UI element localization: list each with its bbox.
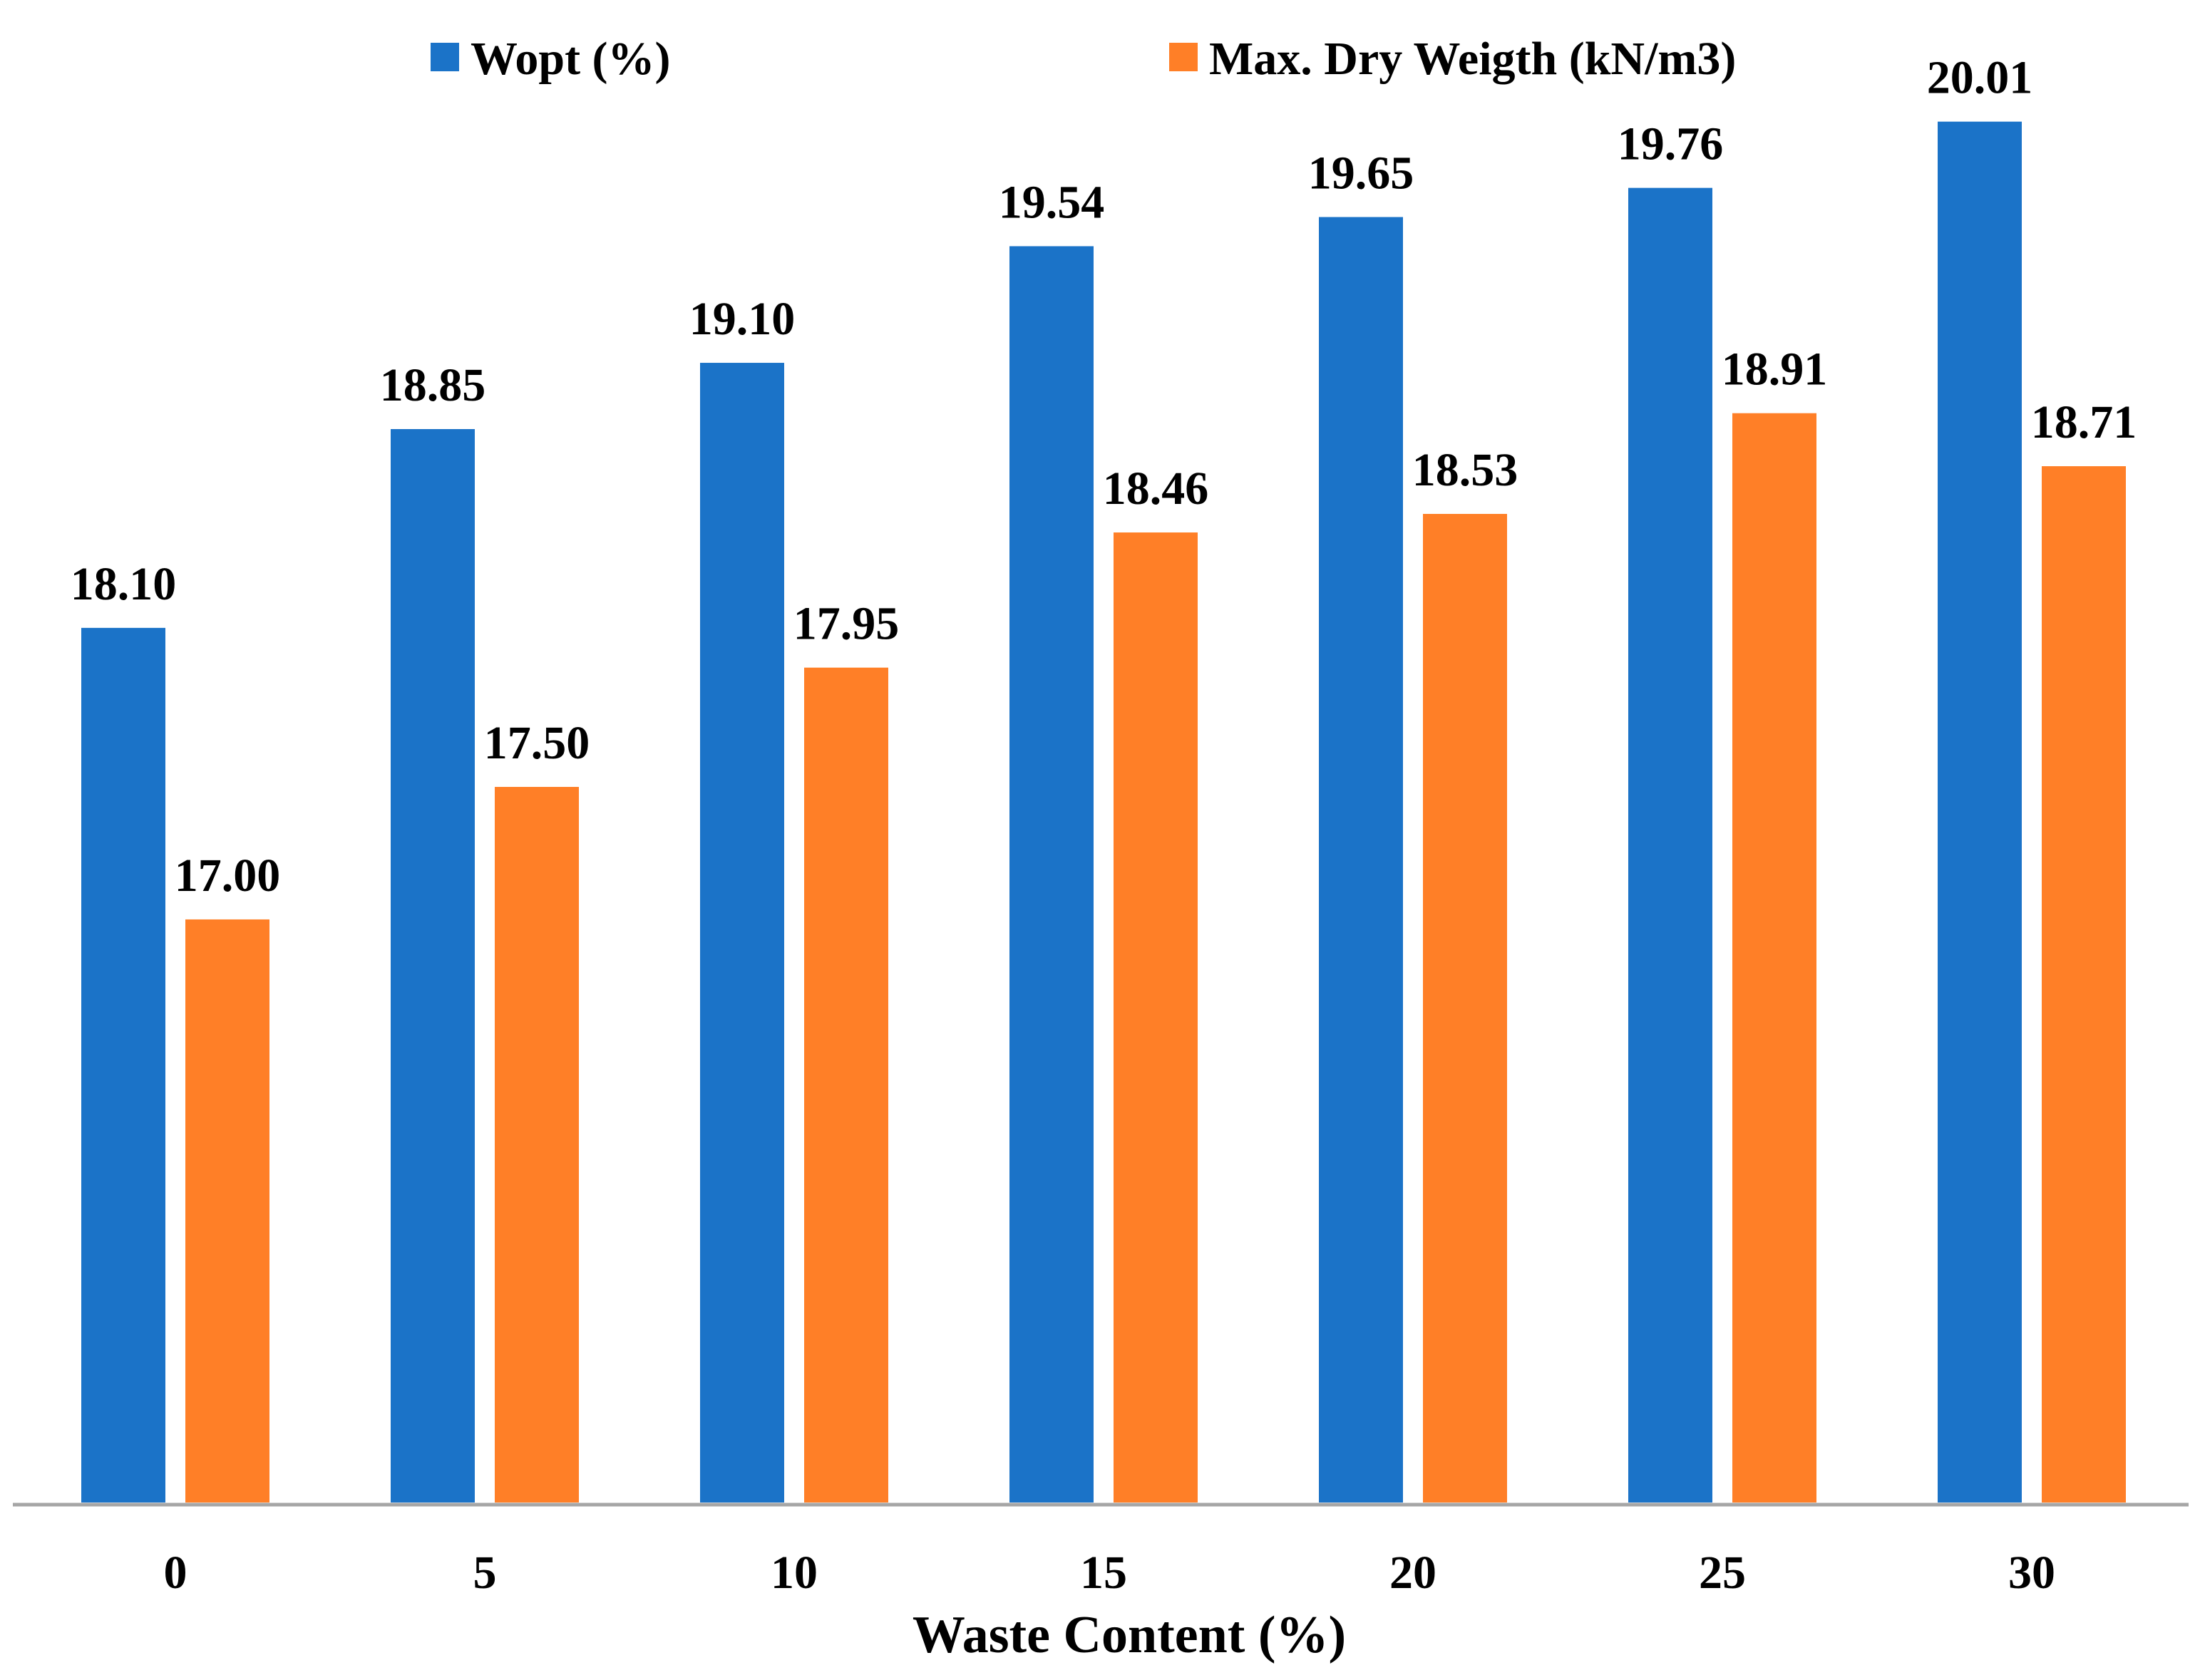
x-tick-label-25: 25 — [1699, 1547, 1746, 1599]
bar-max-dry-weigth-kn-m3-10 — [804, 667, 888, 1503]
bar-max-dry-weigth-kn-m3-25 — [1732, 413, 1816, 1503]
bar-wopt-5 — [391, 429, 475, 1503]
legend-entry-wopt: Wopt (%) — [431, 33, 671, 85]
data-label-max-dry-weigth-kn-m3-10: 17.95 — [793, 598, 900, 650]
data-label-max-dry-weigth-kn-m3-15: 18.46 — [1103, 463, 1209, 515]
bar-wopt-15 — [1009, 246, 1094, 1503]
data-label-wopt-30: 20.01 — [1927, 52, 2033, 104]
data-label-max-dry-weigth-kn-m3-25: 18.91 — [1722, 344, 1828, 396]
bar-max-dry-weigth-kn-m3-30 — [2042, 466, 2126, 1503]
data-label-max-dry-weigth-kn-m3-20: 18.53 — [1412, 444, 1518, 496]
bars-group — [81, 121, 2126, 1503]
legend-swatch-wopt — [431, 43, 459, 71]
x-tick-label-0: 0 — [164, 1547, 187, 1599]
data-labels-group: 18.10 17.00 18.85 17.50 19.10 17.95 19.54 18.46… — [71, 52, 2137, 902]
x-axis-title: Waste Content (%) — [913, 1606, 1346, 1664]
bar-max-dry-weigth-kn-m3-0 — [185, 919, 269, 1503]
x-tick-label-30: 30 — [2008, 1547, 2055, 1599]
bar-wopt-0 — [81, 627, 165, 1503]
bar-max-dry-weigth-kn-m3-20 — [1423, 513, 1507, 1503]
legend: Wopt (%) Max. Dry Weigth (kN/m3) — [431, 33, 1736, 85]
x-tick-labels: 0 5 10 15 20 25 30 — [164, 1547, 2056, 1599]
data-label-wopt-25: 19.76 — [1618, 118, 1724, 170]
bar-wopt-20 — [1319, 217, 1403, 1503]
bar-max-dry-weigth-kn-m3-15 — [1114, 532, 1198, 1503]
data-label-wopt-20: 19.65 — [1308, 148, 1414, 200]
bar-wopt-10 — [700, 363, 784, 1503]
legend-entry-max-dry-weight: Max. Dry Weigth (kN/m3) — [1169, 33, 1736, 85]
x-tick-label-15: 15 — [1080, 1547, 1127, 1599]
x-tick-label-20: 20 — [1389, 1547, 1436, 1599]
bar-wopt-25 — [1628, 187, 1712, 1503]
x-tick-label-10: 10 — [771, 1547, 818, 1599]
data-label-max-dry-weigth-kn-m3-30: 18.71 — [2031, 396, 2137, 448]
x-tick-label-5: 5 — [473, 1547, 497, 1599]
data-label-max-dry-weigth-kn-m3-0: 17.00 — [175, 850, 281, 902]
legend-label-wopt: Wopt (%) — [471, 33, 671, 85]
data-label-wopt-10: 19.10 — [689, 293, 796, 345]
legend-swatch-max-dry-weight — [1169, 43, 1198, 71]
data-label-wopt-0: 18.10 — [71, 558, 177, 610]
bar-wopt-30 — [1938, 121, 2022, 1503]
bar-max-dry-weigth-kn-m3-5 — [495, 787, 579, 1503]
data-label-wopt-5: 18.85 — [380, 359, 486, 411]
legend-label-max-dry-weight: Max. Dry Weigth (kN/m3) — [1209, 33, 1736, 85]
data-label-max-dry-weigth-kn-m3-5: 17.50 — [484, 717, 590, 769]
data-label-wopt-15: 19.54 — [999, 176, 1105, 228]
